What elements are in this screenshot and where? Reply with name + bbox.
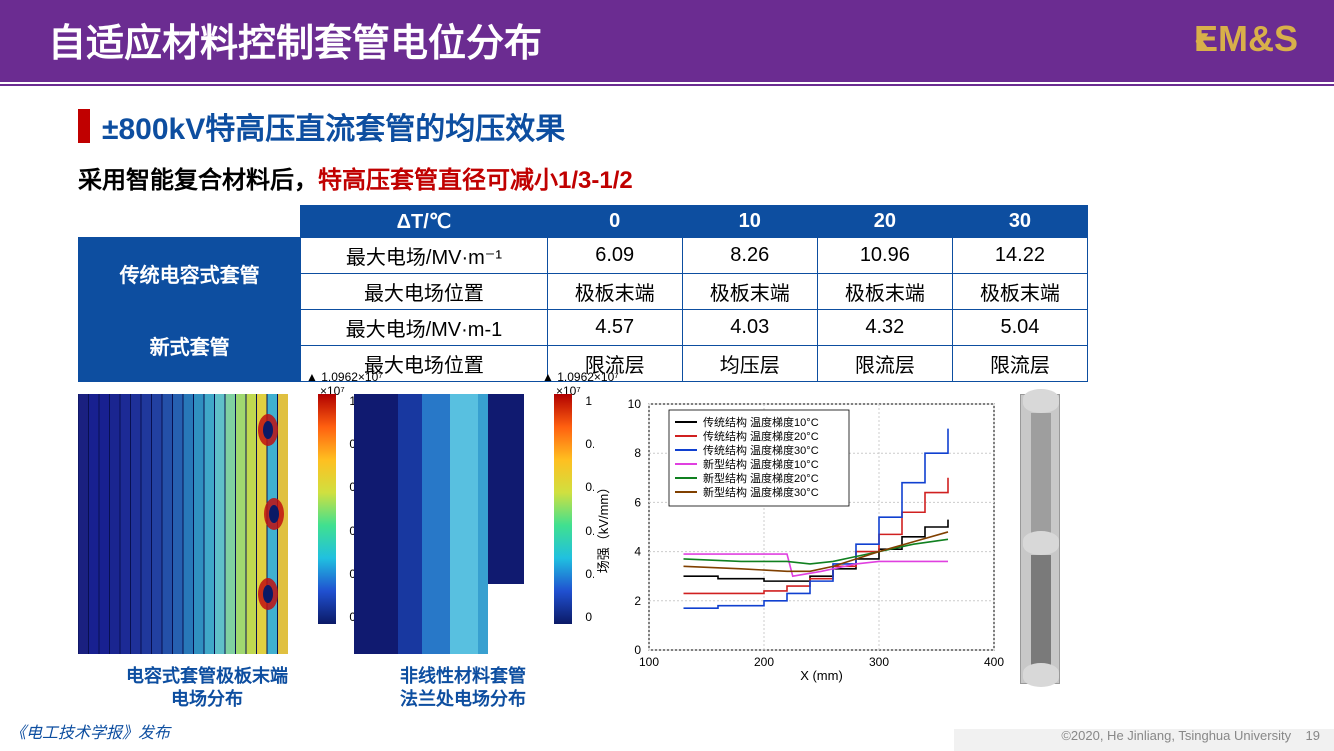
header-rule-thick	[0, 78, 1334, 82]
col-header-dt: ΔT/℃	[301, 206, 547, 238]
svg-text:新型结构 温度梯度20°C: 新型结构 温度梯度20°C	[703, 471, 819, 485]
caption-b: 非线性材料套管法兰处电场分布	[400, 665, 526, 712]
bushing-photo-img	[1020, 394, 1060, 684]
svg-text:400: 400	[984, 655, 1004, 669]
svg-text:X (mm): X (mm)	[800, 668, 843, 683]
svg-text:传统结构 温度梯度20°C: 传统结构 温度梯度20°C	[703, 429, 819, 443]
row1-label: 最大电场/MV·m⁻¹	[301, 238, 547, 274]
colorbar-b: 10.80.60.40.20	[554, 394, 572, 624]
svg-text:新型结构 温度梯度30°C: 新型结构 温度梯度30°C	[703, 485, 819, 499]
svg-text:场强（kV/mm）: 场强（kV/mm）	[596, 481, 611, 573]
desc-black: 采用智能复合材料后，	[78, 167, 318, 194]
footer-left: 《电工技术学报》发布	[10, 719, 170, 743]
figure-row: ▲ 1.0962×10⁷×10⁷ 10.80.60.40.20 电容式套管极板末…	[78, 394, 1274, 712]
desc-red: 特高压套管直径可减小1/3-1/2	[318, 167, 633, 194]
comparison-table: ΔT/℃ 0 10 20 30 传统电容式套管 最大电场/MV·m⁻¹ 6.09…	[78, 205, 1088, 382]
svg-text:传统结构 温度梯度10°C: 传统结构 温度梯度10°C	[703, 415, 819, 429]
subtitle-row: ±800kV特高压直流套管的均压效果	[78, 104, 1274, 148]
svg-text:新型结构 温度梯度10°C: 新型结构 温度梯度10°C	[703, 457, 819, 471]
slide-header: 自适应材料控制套管电位分布 ‹‹‹ EM&S	[0, 0, 1334, 78]
ems-logo: ‹‹‹ EM&S	[1194, 17, 1298, 62]
figure-a: ▲ 1.0962×10⁷×10⁷ 10.80.60.40.20 电容式套管极板末…	[78, 394, 336, 712]
figure-b: ▲ 1.0962×10⁷×10⁷ 10.80.60.40.20 非线性材料套管法…	[354, 394, 572, 712]
svg-text:8: 8	[634, 446, 641, 460]
fieldmap-a-image	[78, 394, 288, 659]
col-10: 10	[682, 206, 817, 238]
slide-content: ±800kV特高压直流套管的均压效果 采用智能复合材料后，特高压套管直径可减小1…	[0, 86, 1334, 712]
colorbar-a: 10.80.60.40.20	[318, 394, 336, 624]
line-chart: 100 200 300 400 0 2 4 6 8 10 X (mm) 场强（kV/mm） 传统结构 温…	[594, 394, 1004, 684]
caption-a: 电容式套管极板末端电场分布	[126, 665, 288, 712]
svg-text:传统结构 温度梯度30°C: 传统结构 温度梯度30°C	[703, 443, 819, 457]
svg-text:100: 100	[639, 655, 659, 669]
footer-right: ©2020, He Jinliang, Tsinghua University …	[1061, 728, 1320, 743]
row2-label: 最大电场位置	[301, 274, 547, 310]
bushing-photo	[1020, 394, 1060, 684]
slide-title: 自适应材料控制套管电位分布	[48, 12, 542, 67]
group-traditional: 传统电容式套管	[79, 238, 301, 310]
description-line: 采用智能复合材料后，特高压套管直径可减小1/3-1/2	[78, 160, 1274, 195]
col-30: 30	[952, 206, 1087, 238]
group-new: 新式套管	[79, 310, 301, 382]
col-0: 0	[547, 206, 682, 238]
svg-text:300: 300	[869, 655, 889, 669]
svg-text:2: 2	[634, 594, 641, 608]
svg-text:200: 200	[754, 655, 774, 669]
svg-text:6: 6	[634, 495, 641, 509]
section-subtitle: ±800kV特高压直流套管的均压效果	[102, 104, 565, 148]
svg-text:4: 4	[634, 545, 641, 559]
col-20: 20	[817, 206, 952, 238]
svg-text:0: 0	[634, 643, 641, 657]
red-bullet-bar	[78, 109, 90, 143]
svg-text:10: 10	[628, 397, 642, 411]
fieldmap-b-image	[354, 394, 524, 659]
row3-label: 最大电场/MV·m-1	[301, 310, 547, 346]
